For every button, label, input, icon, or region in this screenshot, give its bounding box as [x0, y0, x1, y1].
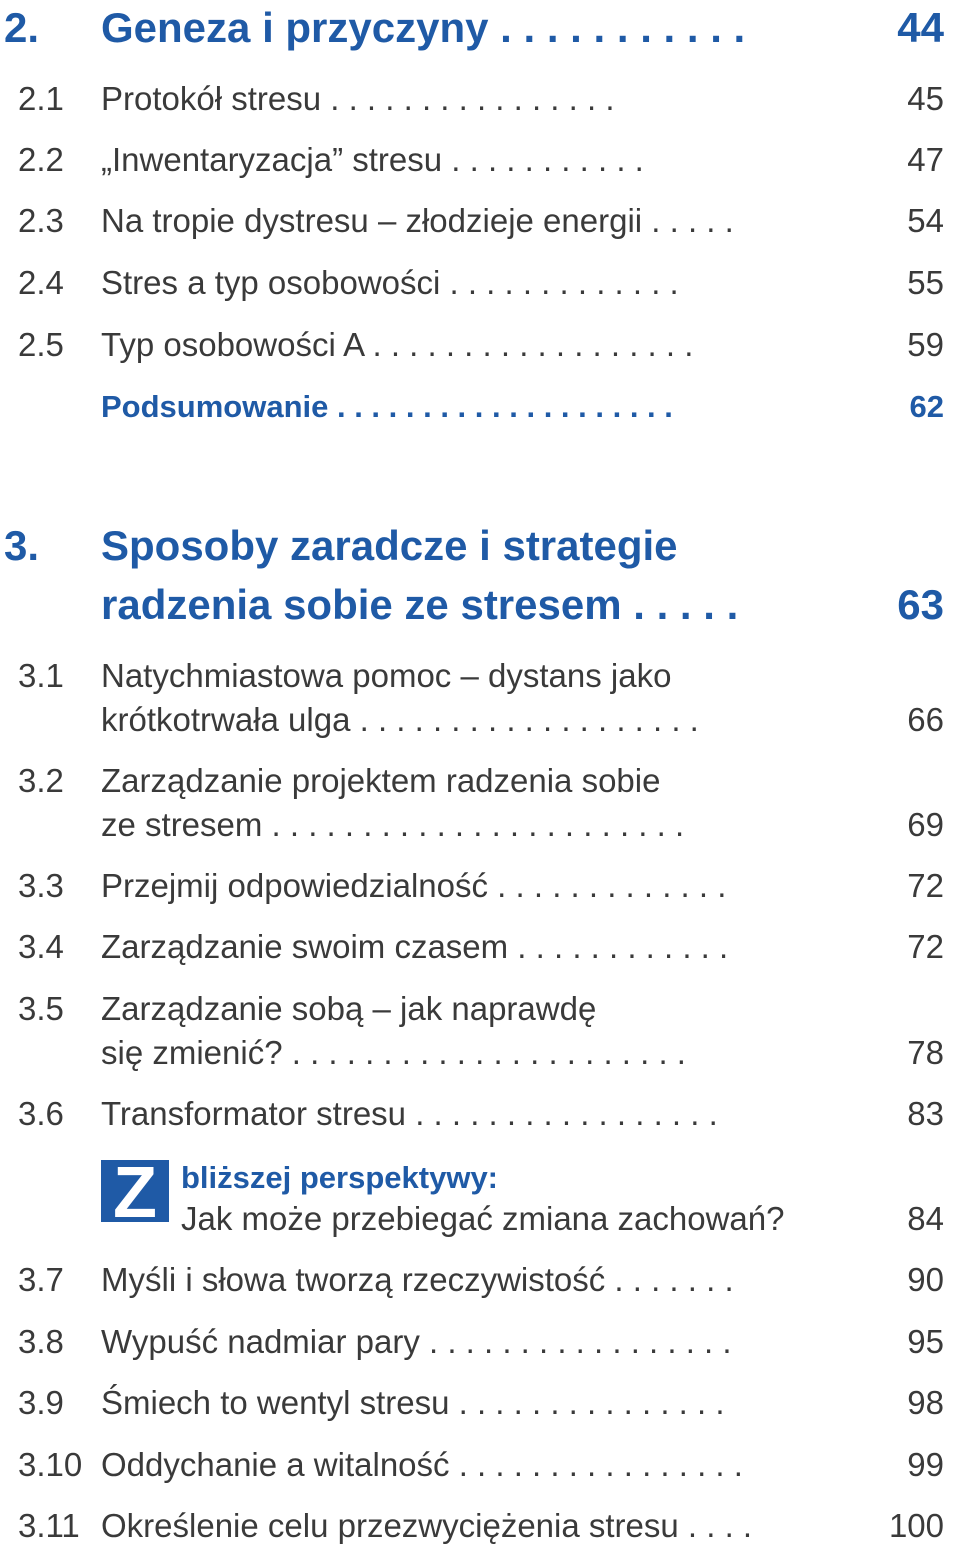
entry-page: 78	[907, 1034, 944, 1071]
entry-number: 3.7	[18, 1261, 64, 1298]
entry-page: 55	[907, 264, 944, 301]
entry-title: Na tropie dystresu – złodzieje energii .…	[101, 202, 734, 239]
entry-title: Określenie celu przezwyciężenia stresu .…	[101, 1507, 753, 1544]
chapter-number: 3.	[4, 522, 40, 569]
entry-number: 3.10	[18, 1446, 83, 1483]
entry-page: 69	[907, 806, 944, 843]
entry-title: Typ osobowości A . . . . . . . . . . . .…	[101, 326, 694, 363]
entry-page: 99	[907, 1446, 944, 1483]
entry-title-line1: Zarządzanie projektem radzenia sobie	[101, 762, 661, 799]
summary-page: 62	[909, 389, 944, 424]
chapter-page: 63	[897, 581, 944, 628]
entry-title-line2: się zmienić? . . . . . . . . . . . . . .…	[101, 1034, 686, 1071]
entry-number: 3.1	[18, 657, 64, 694]
entry-page: 45	[907, 80, 944, 117]
entry-number: 3.11	[18, 1507, 80, 1544]
entry-number: 2.3	[18, 202, 64, 239]
entry-number: 3.4	[18, 928, 64, 965]
entry-title: Protokół stresu . . . . . . . . . . . . …	[101, 80, 615, 117]
special-heading: bliższej perspektywy:	[181, 1160, 499, 1195]
z-logo-icon: Z	[101, 1153, 169, 1233]
entry-title-line2: ze stresem . . . . . . . . . . . . . . .…	[101, 806, 685, 843]
chapter-number: 2.	[4, 4, 40, 51]
entry-number: 2.5	[18, 326, 64, 363]
chapter-page: 44	[897, 4, 944, 51]
entry-page: 83	[907, 1095, 944, 1132]
entry-number: 3.9	[18, 1384, 64, 1421]
entry-page: 95	[907, 1323, 944, 1360]
entry-page: 72	[907, 928, 944, 965]
entry-title: „Inwentaryzacja” stresu . . . . . . . . …	[101, 141, 644, 178]
entry-page: 98	[907, 1384, 944, 1421]
entry-title-line1: Natychmiastowa pomoc – dystans jako	[101, 657, 672, 694]
entry-number: 2.4	[18, 264, 64, 301]
entry-title: Stres a typ osobowości . . . . . . . . .…	[101, 264, 679, 301]
entry-number: 3.5	[18, 990, 64, 1027]
entry-page: 84	[907, 1200, 944, 1237]
entry-title: Śmiech to wentyl stresu . . . . . . . . …	[101, 1384, 725, 1421]
entry-number: 3.2	[18, 762, 64, 799]
entry-number: 3.8	[18, 1323, 64, 1360]
entry-title-line1: Zarządzanie sobą – jak naprawdę	[101, 990, 597, 1027]
summary-title: Podsumowanie . . . . . . . . . . . . . .…	[101, 389, 673, 424]
entry-number: 2.1	[18, 80, 64, 117]
entry-page: 100	[888, 1507, 944, 1544]
entry-title-line2: krótkotrwała ulga . . . . . . . . . . . …	[101, 701, 699, 738]
entry-page: 47	[907, 141, 944, 178]
entry-page: 54	[907, 202, 944, 239]
entry-title: Zarządzanie swoim czasem . . . . . . . .…	[101, 928, 729, 965]
entry-title: Transformator stresu . . . . . . . . . .…	[101, 1095, 718, 1132]
entry-page: 90	[907, 1261, 944, 1298]
entry-number: 3.6	[18, 1095, 64, 1132]
chapter-title-line2: radzenia sobie ze stresem . . . . .	[101, 581, 739, 628]
entry-title: Przejmij odpowiedzialność . . . . . . . …	[101, 867, 727, 904]
chapter-title-line1: Sposoby zaradcze i strategie	[101, 522, 678, 569]
special-subtitle: Jak może przebiegać zmiana zachowań?	[181, 1200, 785, 1237]
entry-title: Myśli i słowa tworzą rzeczywistość . . .…	[101, 1261, 734, 1298]
entry-title: Wypuść nadmiar pary . . . . . . . . . . …	[101, 1323, 732, 1360]
entry-page: 59	[907, 326, 944, 363]
entry-title: Oddychanie a witalność . . . . . . . . .…	[101, 1446, 743, 1483]
chapter-title: Geneza i przyczyny . . . . . . . . . . .	[101, 4, 746, 51]
entry-page: 72	[907, 867, 944, 904]
entry-page: 66	[907, 701, 944, 738]
entry-number: 3.3	[18, 867, 64, 904]
entry-number: 2.2	[18, 141, 64, 178]
